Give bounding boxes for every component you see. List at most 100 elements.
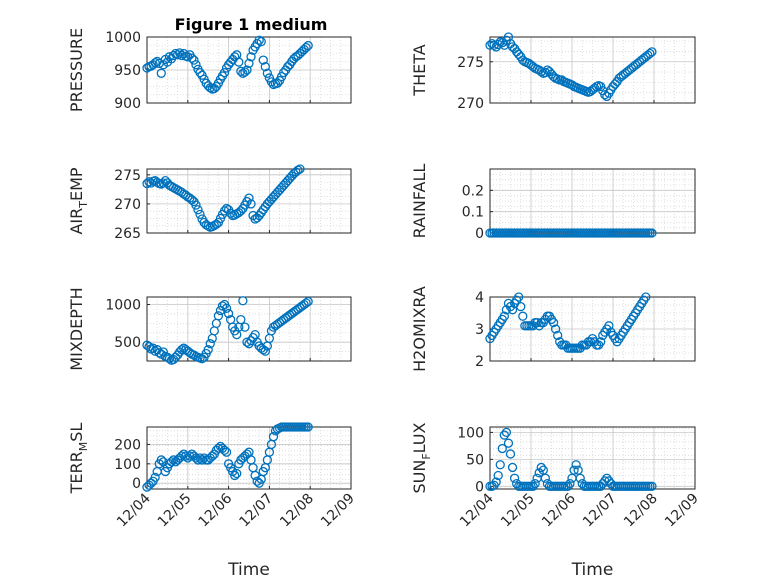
- data-point: [203, 345, 213, 355]
- data-point: [219, 67, 230, 78]
- data-point: [647, 481, 657, 491]
- y-tick-label: 0: [132, 476, 141, 492]
- data-point: [495, 460, 505, 470]
- data-point: [507, 462, 518, 473]
- data-point: [645, 48, 655, 59]
- data-point: [144, 342, 154, 352]
- data-point: [258, 55, 268, 65]
- y-tick-label: 3: [475, 322, 484, 338]
- data-point: [158, 178, 168, 188]
- data-point: [600, 476, 610, 486]
- x-axis-label: Time: [571, 560, 614, 580]
- data-point: [301, 298, 311, 308]
- y-tick-label: 265: [114, 226, 141, 242]
- data-point: [503, 32, 514, 42]
- data-point: [185, 451, 195, 461]
- data-point: [234, 57, 244, 67]
- y-tick-label: 2: [475, 354, 484, 370]
- subplot-3: 265 270 275 AIRTEMP: [67, 164, 352, 242]
- data-point: [242, 65, 252, 75]
- y-axis-label: RAINFALL: [410, 164, 429, 239]
- y-tick-label: 950: [114, 63, 141, 79]
- data-point: [260, 62, 270, 72]
- subplot-1: 900 950 1000 PRESSURE: [67, 28, 352, 112]
- data-point: [156, 455, 166, 465]
- data-point: [565, 478, 575, 489]
- data-point: [303, 422, 313, 432]
- data-point: [191, 60, 201, 70]
- data-point: [493, 39, 503, 50]
- y-tick-label: 100: [457, 425, 484, 441]
- data-point: [571, 460, 581, 470]
- data-point: [238, 296, 248, 306]
- data-point: [246, 199, 256, 209]
- y-axis-label: THETA: [410, 44, 429, 96]
- data-point: [205, 339, 215, 349]
- data-point: [536, 462, 546, 473]
- y-axis-label: TERRMSL: [67, 423, 90, 495]
- y-tick-label: 900: [114, 96, 141, 112]
- data-point: [507, 305, 518, 315]
- data-point: [569, 465, 579, 475]
- y-tick-label: 0.1: [462, 205, 484, 221]
- data-point: [156, 68, 166, 78]
- data-point: [301, 42, 311, 53]
- data-point: [497, 443, 507, 454]
- y-axis-label: AIRTEMP: [67, 167, 90, 234]
- y-axis-label: PRESSURE: [67, 28, 86, 112]
- data-point: [236, 66, 246, 76]
- subplot-5: 500 1000 MIXDEPTH: [67, 287, 352, 371]
- data-point: [514, 292, 524, 302]
- data-point: [518, 311, 528, 321]
- data-point: [142, 178, 152, 189]
- data-point: [213, 443, 224, 453]
- data-point: [168, 455, 179, 465]
- data-point: [195, 209, 205, 220]
- data-point: [303, 40, 313, 51]
- data-point: [189, 55, 199, 65]
- data-point: [540, 473, 550, 483]
- data-point: [303, 296, 313, 307]
- data-point: [647, 228, 657, 238]
- data-point: [195, 67, 205, 78]
- data-point: [236, 314, 246, 325]
- data-point: [575, 473, 585, 483]
- data-point: [187, 53, 197, 63]
- data-point: [193, 205, 203, 215]
- data-point: [254, 35, 264, 45]
- data-point: [205, 83, 215, 93]
- axes-box: [146, 296, 352, 362]
- y-tick-label: 275: [114, 168, 141, 184]
- data-point: [230, 470, 240, 481]
- data-point: [499, 311, 510, 321]
- y-axis-label: SUNFLUX: [410, 422, 433, 493]
- y-tick-label: 270: [457, 96, 484, 112]
- data-point: [528, 481, 538, 491]
- data-point: [232, 468, 242, 479]
- data-point: [219, 445, 230, 455]
- data-point: [503, 438, 514, 448]
- subplot-4: 0 0.1 0.2 RAINFALL: [410, 164, 696, 242]
- data-point: [244, 193, 254, 203]
- data-point: [246, 52, 256, 62]
- y-tick-label: 4: [475, 290, 484, 306]
- data-point: [221, 303, 232, 313]
- y-tick-label: 200: [114, 437, 141, 453]
- data-point: [268, 432, 279, 442]
- data-point: [600, 90, 610, 100]
- y-tick-label: 1000: [105, 298, 141, 314]
- y-tick-label: 1000: [105, 30, 141, 46]
- data-point: [295, 164, 305, 174]
- subplot-2: 270 275 THETA: [410, 32, 696, 112]
- data-point: [540, 67, 550, 78]
- axes-box: [146, 426, 352, 490]
- data-point: [604, 321, 614, 331]
- y-tick-label: 500: [114, 335, 141, 351]
- axes-box: [489, 426, 696, 490]
- data-point: [272, 78, 283, 88]
- data-point: [553, 330, 563, 341]
- y-axis-label: MIXDEPTH: [67, 287, 86, 370]
- data-point: [256, 36, 266, 47]
